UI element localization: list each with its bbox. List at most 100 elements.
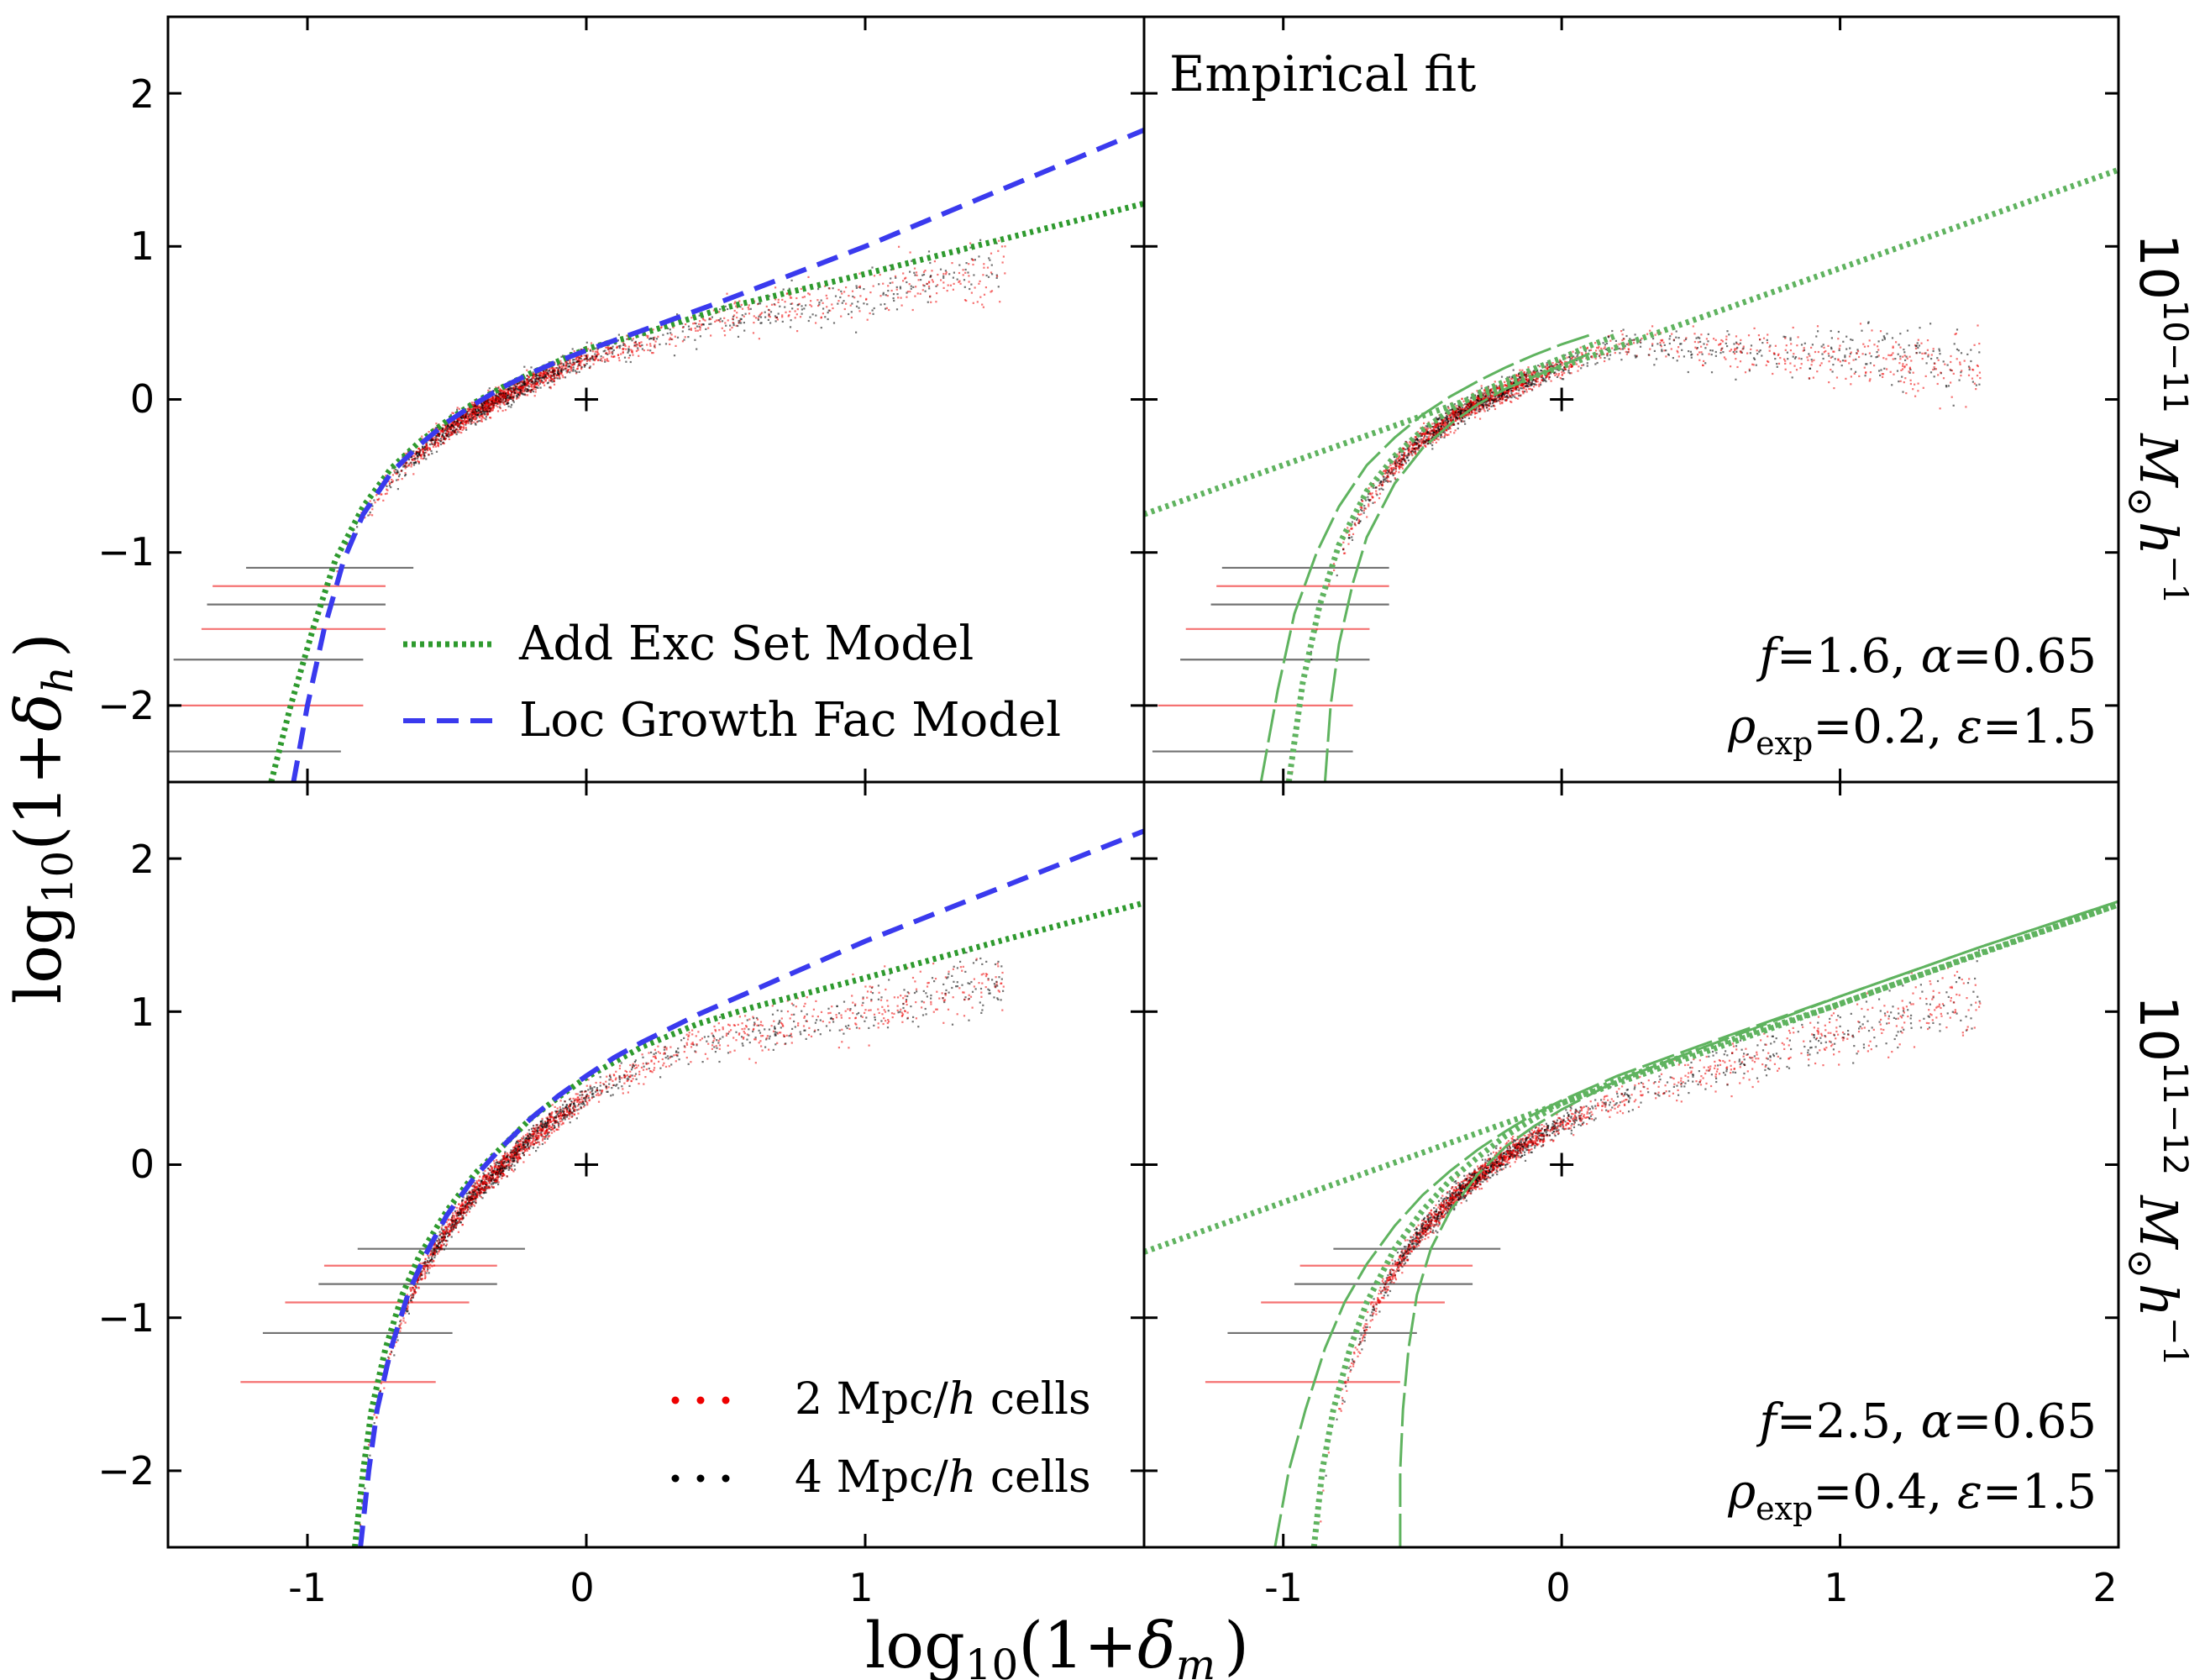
scatter-point: [1373, 501, 1376, 504]
scatter-point: [550, 379, 553, 382]
scatter-point: [1394, 477, 1396, 480]
scatter-point: [1824, 349, 1827, 353]
scatter-point: [1869, 371, 1872, 374]
scatter-point: [1635, 356, 1637, 359]
scatter-point: [501, 401, 503, 403]
scatter-point: [1523, 386, 1525, 388]
scatter-point: [1705, 338, 1708, 340]
scatter-point: [412, 454, 414, 457]
scatter-point: [1816, 325, 1819, 328]
scatter-point: [1356, 517, 1358, 520]
scatter-point: [1487, 386, 1489, 388]
scatter-point: [638, 342, 641, 344]
scatter-point: [439, 438, 442, 440]
scatter-point: [1414, 442, 1416, 444]
scatter-point: [890, 289, 893, 292]
scatter-point: [848, 312, 850, 316]
scatter-point: [528, 380, 531, 382]
scatter-point: [607, 346, 610, 349]
scatter-point: [1446, 406, 1449, 408]
scatter-point: [1347, 529, 1351, 532]
scatter-point: [1422, 438, 1425, 441]
scatter-point: [458, 416, 460, 418]
scatter-point: [1404, 448, 1407, 451]
scatter-point: [1782, 335, 1785, 338]
scatter-point: [873, 307, 875, 310]
scatter-point: [589, 367, 591, 370]
scatter-point: [431, 452, 433, 455]
scatter-point: [1535, 381, 1538, 383]
scatter-point: [1803, 349, 1806, 351]
scatter-point: [562, 354, 564, 357]
scatter-point: [850, 316, 853, 319]
scatter-point: [872, 312, 874, 315]
scatter-point: [1446, 423, 1449, 425]
scatter-point: [1503, 394, 1505, 396]
scatter-point: [554, 361, 556, 364]
scatter-point: [521, 380, 524, 382]
scatter-point: [1425, 438, 1427, 441]
scatter-point: [1426, 430, 1429, 433]
scatter-point: [1744, 371, 1747, 374]
scatter-point: [1785, 344, 1788, 347]
scatter-point: [837, 300, 840, 302]
scatter-point: [1450, 424, 1453, 427]
scatter-point: [482, 403, 485, 407]
scatter-point: [882, 291, 885, 294]
scatter-point: [768, 315, 770, 318]
scatter-point: [564, 367, 566, 370]
scatter-point: [1453, 403, 1456, 406]
scatter-point: [668, 339, 670, 341]
scatter-point: [1444, 433, 1446, 435]
scatter-point: [1514, 393, 1516, 396]
scatter-point: [924, 290, 927, 292]
scatter-point: [789, 297, 791, 299]
scatter-point: [1518, 389, 1520, 391]
scatter-point: [1779, 357, 1782, 360]
scatter-point: [544, 375, 547, 378]
scatter-point: [370, 502, 373, 505]
scatter-point: [1420, 438, 1422, 440]
scatter-point: [526, 394, 529, 396]
scatter-point: [896, 293, 899, 296]
scatter-point: [511, 403, 513, 406]
scatter-point: [336, 570, 339, 573]
scatter-point: [411, 459, 413, 461]
scatter-point: [850, 311, 853, 313]
scatter-point: [1756, 349, 1758, 352]
scatter-point: [887, 285, 890, 287]
scatter-point: [910, 285, 912, 287]
scatter-point: [444, 432, 447, 434]
scatter-point: [781, 316, 784, 318]
scatter-point: [600, 355, 602, 358]
scatter-point: [585, 354, 588, 357]
scatter-point: [796, 308, 799, 311]
scatter-point: [467, 422, 470, 424]
scatter-point: [979, 296, 982, 298]
scatter-point: [858, 307, 860, 309]
scatter-point: [1977, 324, 1979, 327]
scatter-point: [501, 394, 504, 396]
scatter-point: [538, 372, 540, 375]
scatter-point: [711, 316, 713, 318]
scatter-point: [1862, 343, 1865, 345]
scatter-point: [1711, 349, 1714, 352]
scatter-point: [652, 337, 654, 339]
scatter-point: [922, 273, 926, 276]
scatter-point: [845, 302, 848, 305]
scatter-point: [569, 360, 571, 363]
scatter-point: [1850, 339, 1852, 341]
scatter-point: [646, 344, 648, 346]
scatter-point: [650, 338, 653, 340]
scatter-point: [1776, 365, 1778, 368]
scatter-point: [1527, 382, 1530, 385]
scatter-point: [785, 292, 789, 295]
scatter-point: [968, 275, 970, 277]
scatter-point: [1800, 363, 1803, 365]
scatter-point: [1394, 467, 1398, 470]
scatter-point: [604, 349, 606, 352]
scatter-point: [1436, 424, 1438, 427]
scatter-point: [1927, 355, 1929, 358]
scatter-point: [843, 300, 845, 302]
scatter-point: [1850, 368, 1852, 370]
